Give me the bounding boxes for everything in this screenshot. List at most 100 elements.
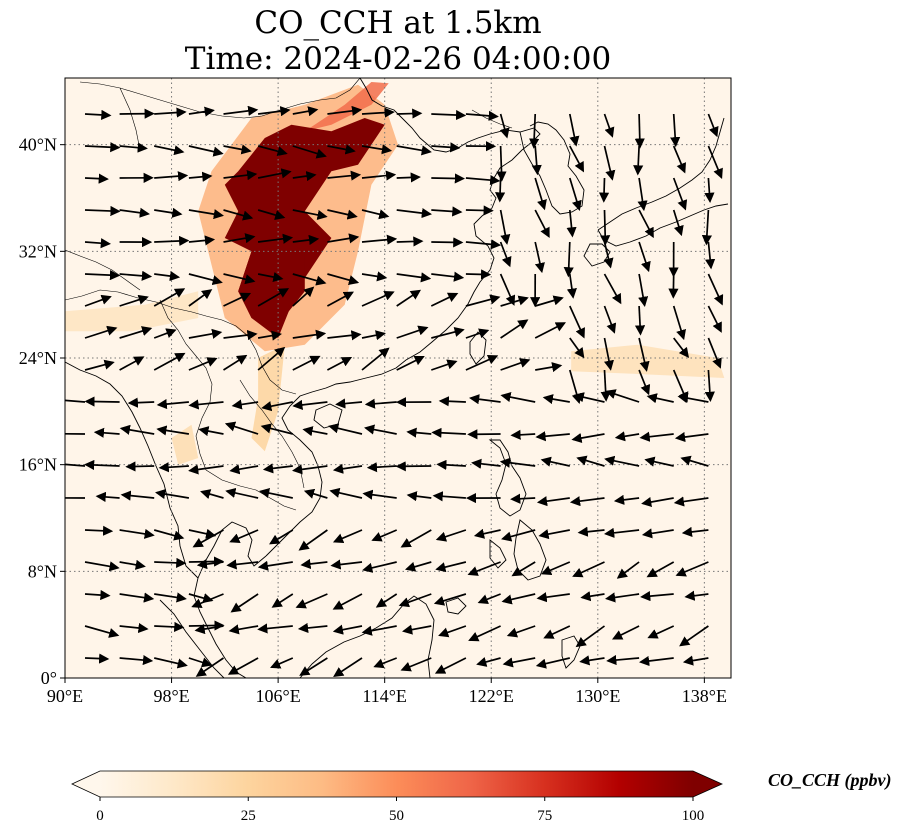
wind-vector: [400, 529, 432, 548]
wind-vector-arrows: [65, 105, 724, 678]
wind-vector: [701, 209, 712, 246]
wind-vector: [511, 561, 536, 577]
wind-vector: [361, 330, 386, 341]
wind-vector: [84, 294, 112, 307]
wind-vector: [226, 559, 259, 570]
wind-vector: [127, 397, 155, 408]
wind-vector: [364, 398, 397, 409]
wind-vector: [431, 142, 461, 153]
wind-vector: [569, 496, 605, 507]
wind-vector: [188, 289, 213, 307]
wind-vector: [500, 392, 536, 403]
wind-vector: [361, 170, 397, 181]
wind-vector: [406, 427, 432, 438]
lon-tick-label: 90°E: [47, 686, 83, 706]
wind-vector: [257, 233, 294, 244]
wind-vector: [302, 426, 328, 437]
wind-vector: [465, 328, 490, 339]
wind-vector: [269, 529, 294, 545]
wind-vector: [257, 560, 293, 571]
wind-vector: [230, 593, 259, 613]
colorbar-tick-label: 25: [241, 808, 256, 824]
wind-vector: [465, 110, 499, 121]
wind-vector: [431, 271, 465, 282]
wind-vector: [473, 528, 501, 539]
wind-vector: [673, 337, 690, 359]
wind-vector: [154, 557, 187, 568]
wind-vector: [499, 457, 536, 468]
wind-vector: [499, 113, 510, 139]
wind-vector: [154, 270, 181, 282]
wind-vector: [534, 209, 550, 239]
map-panel: 90°E 98°E 106°E 114°E 122°E 130°E 138°E 0° 8°N 16…: [19, 77, 732, 706]
wind-vector: [672, 209, 684, 237]
wind-vector: [327, 105, 363, 116]
wind-vector: [535, 362, 563, 373]
wind-vector: [670, 113, 681, 148]
wind-vector: [366, 462, 397, 473]
wind-vector: [579, 655, 605, 666]
wind-vector: [396, 108, 423, 119]
lon-tick-label: 106°E: [256, 686, 301, 706]
wind-vector: [188, 357, 218, 371]
colorbar-tick-label: 75: [537, 808, 552, 824]
wind-vector: [84, 396, 120, 407]
wind-vector: [154, 207, 183, 218]
colorbar-tick-label: 100: [682, 808, 705, 824]
wind-vector: [396, 325, 429, 339]
wind-vector: [639, 655, 674, 667]
colorbar-label: CO_CCH (ppbv): [768, 770, 892, 790]
wind-vector: [672, 177, 688, 211]
wind-vector: [433, 593, 467, 606]
wind-vector: [606, 654, 640, 666]
wind-vector: [603, 145, 616, 181]
colorbar-extend-min: [72, 771, 100, 797]
wind-vector: [644, 456, 674, 467]
plume-west-band: [65, 291, 199, 332]
wind-vector: [188, 399, 224, 410]
wind-vector: [158, 462, 189, 473]
wind-vector: [540, 561, 571, 575]
wind-vector: [200, 489, 224, 499]
wind-vector: [569, 145, 585, 173]
wind-vector: [361, 347, 390, 371]
colorbar-tick-label: 50: [389, 808, 404, 824]
wind-vector: [568, 113, 580, 147]
wind-vector: [327, 273, 360, 286]
wind-vector: [465, 354, 499, 371]
wind-vector: [707, 273, 724, 306]
wind-vector: [468, 625, 501, 642]
wind-vector: [534, 241, 545, 274]
wind-vector: [188, 145, 224, 157]
wind-vector: [704, 369, 715, 402]
wind-vector: [292, 399, 328, 410]
wind-vector: [292, 464, 328, 475]
wind-vector: [223, 209, 254, 221]
wind-vector: [95, 491, 120, 503]
wind-vector: [638, 337, 650, 372]
wind-vector: [361, 625, 397, 636]
wind-vector: [223, 170, 258, 181]
wind-vector: [431, 326, 465, 339]
wind-vector: [270, 657, 294, 669]
wind-vector: [535, 657, 570, 669]
wind-vector: [292, 234, 320, 246]
wind-vector: [430, 292, 459, 307]
wind-vector: [120, 490, 155, 501]
wind-vector: [271, 593, 294, 608]
wind-vector: [84, 359, 115, 371]
wind-vector: [229, 529, 259, 543]
wind-vector: [434, 657, 467, 674]
wind-vector: [153, 529, 185, 541]
wind-vector: [398, 593, 432, 608]
wind-vector: [84, 238, 111, 249]
wind-vector: [639, 431, 674, 442]
wind-vector: [84, 589, 111, 601]
wind-vector: [431, 173, 465, 184]
wind-vector: [536, 496, 570, 507]
wind-vector: [327, 144, 356, 155]
wind-vector: [188, 620, 225, 631]
wind-vector: [465, 269, 492, 280]
wind-vector: [569, 337, 585, 359]
